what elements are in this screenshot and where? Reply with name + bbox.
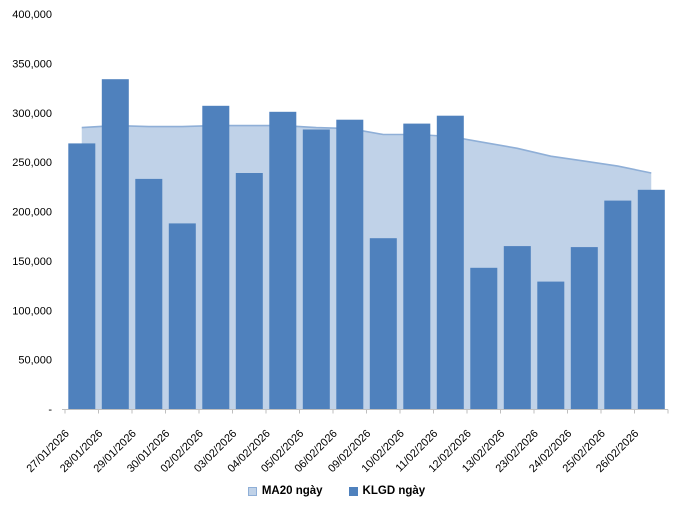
klgd-bar <box>101 79 129 409</box>
klgd-bar <box>403 123 431 409</box>
klgd-bar <box>168 223 196 409</box>
y-axis-label: 100,000 <box>12 305 52 317</box>
plot-area: - 50,000 100,000 150,000 200,000 250,000 300,0… <box>12 9 669 475</box>
klgd-bar <box>135 178 163 409</box>
klgd-bar-swatch-icon <box>348 486 358 496</box>
klgd-bar <box>336 119 364 409</box>
klgd-bar <box>503 246 531 409</box>
chart-legend: MA20 ngày KLGD ngày <box>0 478 673 504</box>
legend-label-ma20: MA20 ngày <box>261 485 323 497</box>
y-axis-label: 150,000 <box>12 256 52 268</box>
klgd-bar <box>302 129 330 409</box>
y-axis-label: 250,000 <box>12 157 52 169</box>
ma20-area-swatch-icon <box>247 486 257 496</box>
klgd-bar <box>470 267 498 409</box>
klgd-bar <box>604 200 632 409</box>
y-axis-label: 350,000 <box>12 58 52 70</box>
y-axis-label: 50,000 <box>18 355 52 367</box>
klgd-bar <box>235 173 263 409</box>
y-axis-label: 400,000 <box>12 9 52 21</box>
ma20-area <box>81 125 652 409</box>
klgd-bar <box>369 238 397 409</box>
klgd-bar <box>570 247 598 409</box>
klgd-bar <box>68 143 96 409</box>
legend-label-klgd: KLGD ngày <box>362 485 426 497</box>
klgd-bar <box>436 115 464 409</box>
klgd-bar <box>637 189 665 409</box>
y-axis-label: 300,000 <box>12 108 52 120</box>
legend-item-ma20: MA20 ngày <box>247 485 323 497</box>
y-axis-label: 200,000 <box>12 207 52 219</box>
y-axis-label: - <box>48 404 52 416</box>
klgd-bar <box>269 111 297 410</box>
ma20-line <box>81 124 652 174</box>
klgd-bar <box>537 281 565 409</box>
klgd-bar <box>202 105 230 410</box>
legend-item-klgd: KLGD ngày <box>348 485 426 497</box>
